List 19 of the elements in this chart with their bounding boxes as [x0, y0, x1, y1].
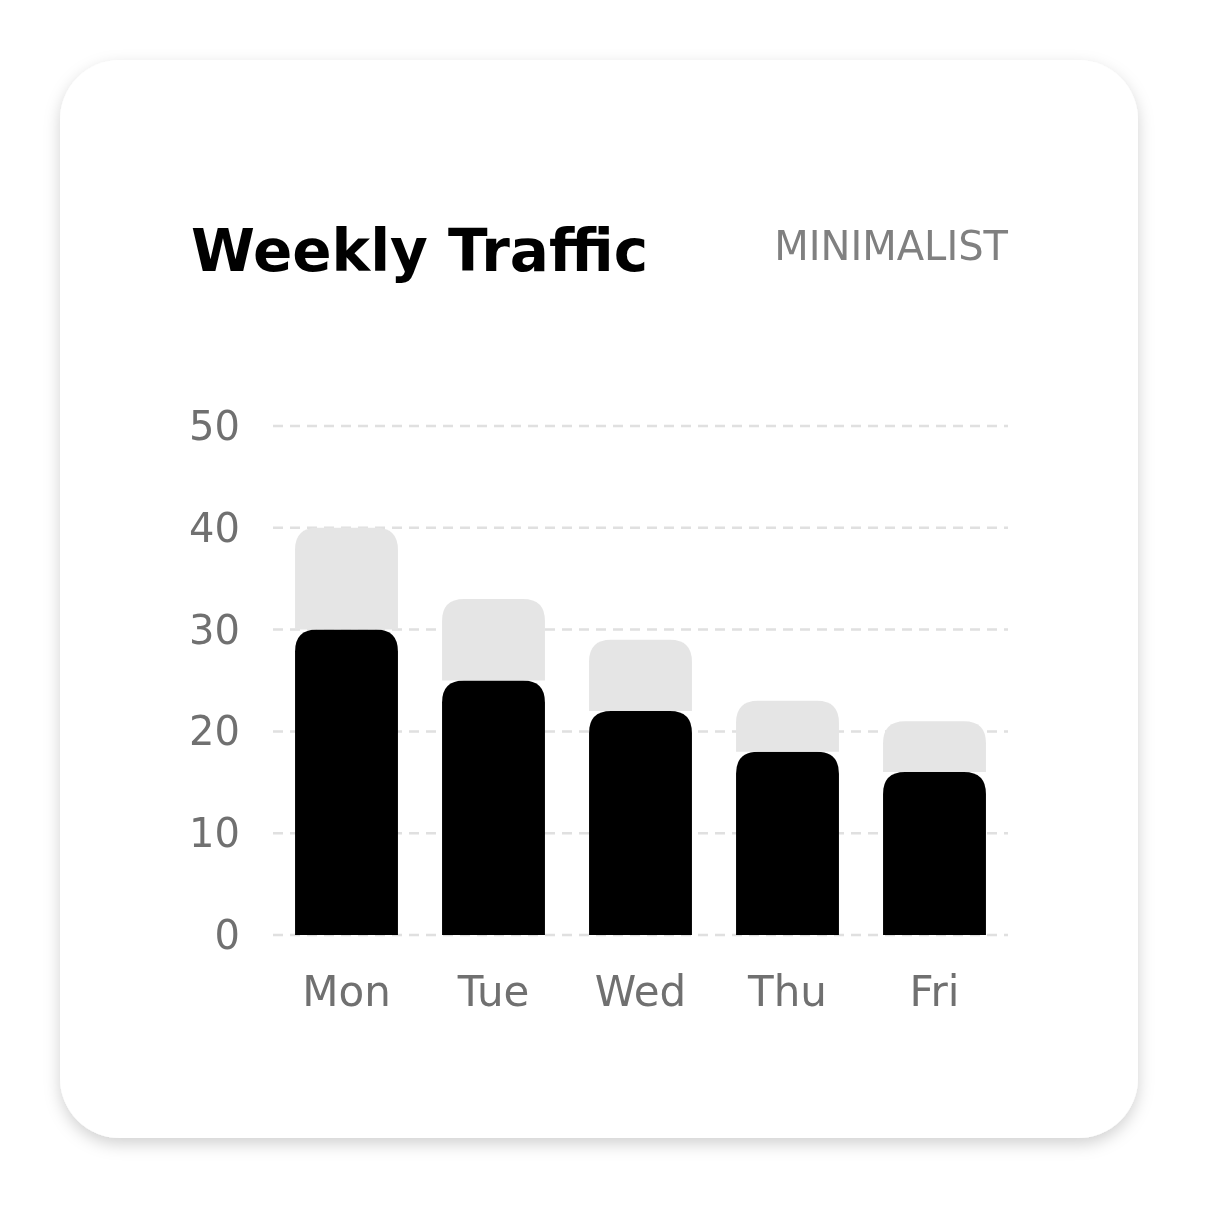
chart-subtitle: MINIMALIST [774, 223, 1009, 269]
x-tick-label: Wed [594, 967, 687, 1016]
bar [883, 772, 986, 935]
x-tick-label: Thu [747, 967, 827, 1016]
bar [589, 639, 692, 712]
bar [295, 629, 398, 935]
y-tick-label: 20 [189, 708, 240, 755]
x-tick-label: Tue [456, 967, 530, 1016]
y-tick-label: 10 [189, 810, 240, 857]
bar [442, 680, 545, 935]
bar [589, 711, 692, 935]
x-tick-label: Mon [302, 967, 391, 1016]
bar [736, 751, 839, 935]
y-tick-label: 0 [214, 912, 240, 958]
x-tick-label: Fri [909, 967, 960, 1016]
y-tick-label: 50 [189, 403, 240, 449]
y-tick-label: 40 [189, 504, 240, 551]
y-tick-label: 30 [189, 606, 240, 653]
chart-title: Weekly Traffic [191, 217, 649, 285]
